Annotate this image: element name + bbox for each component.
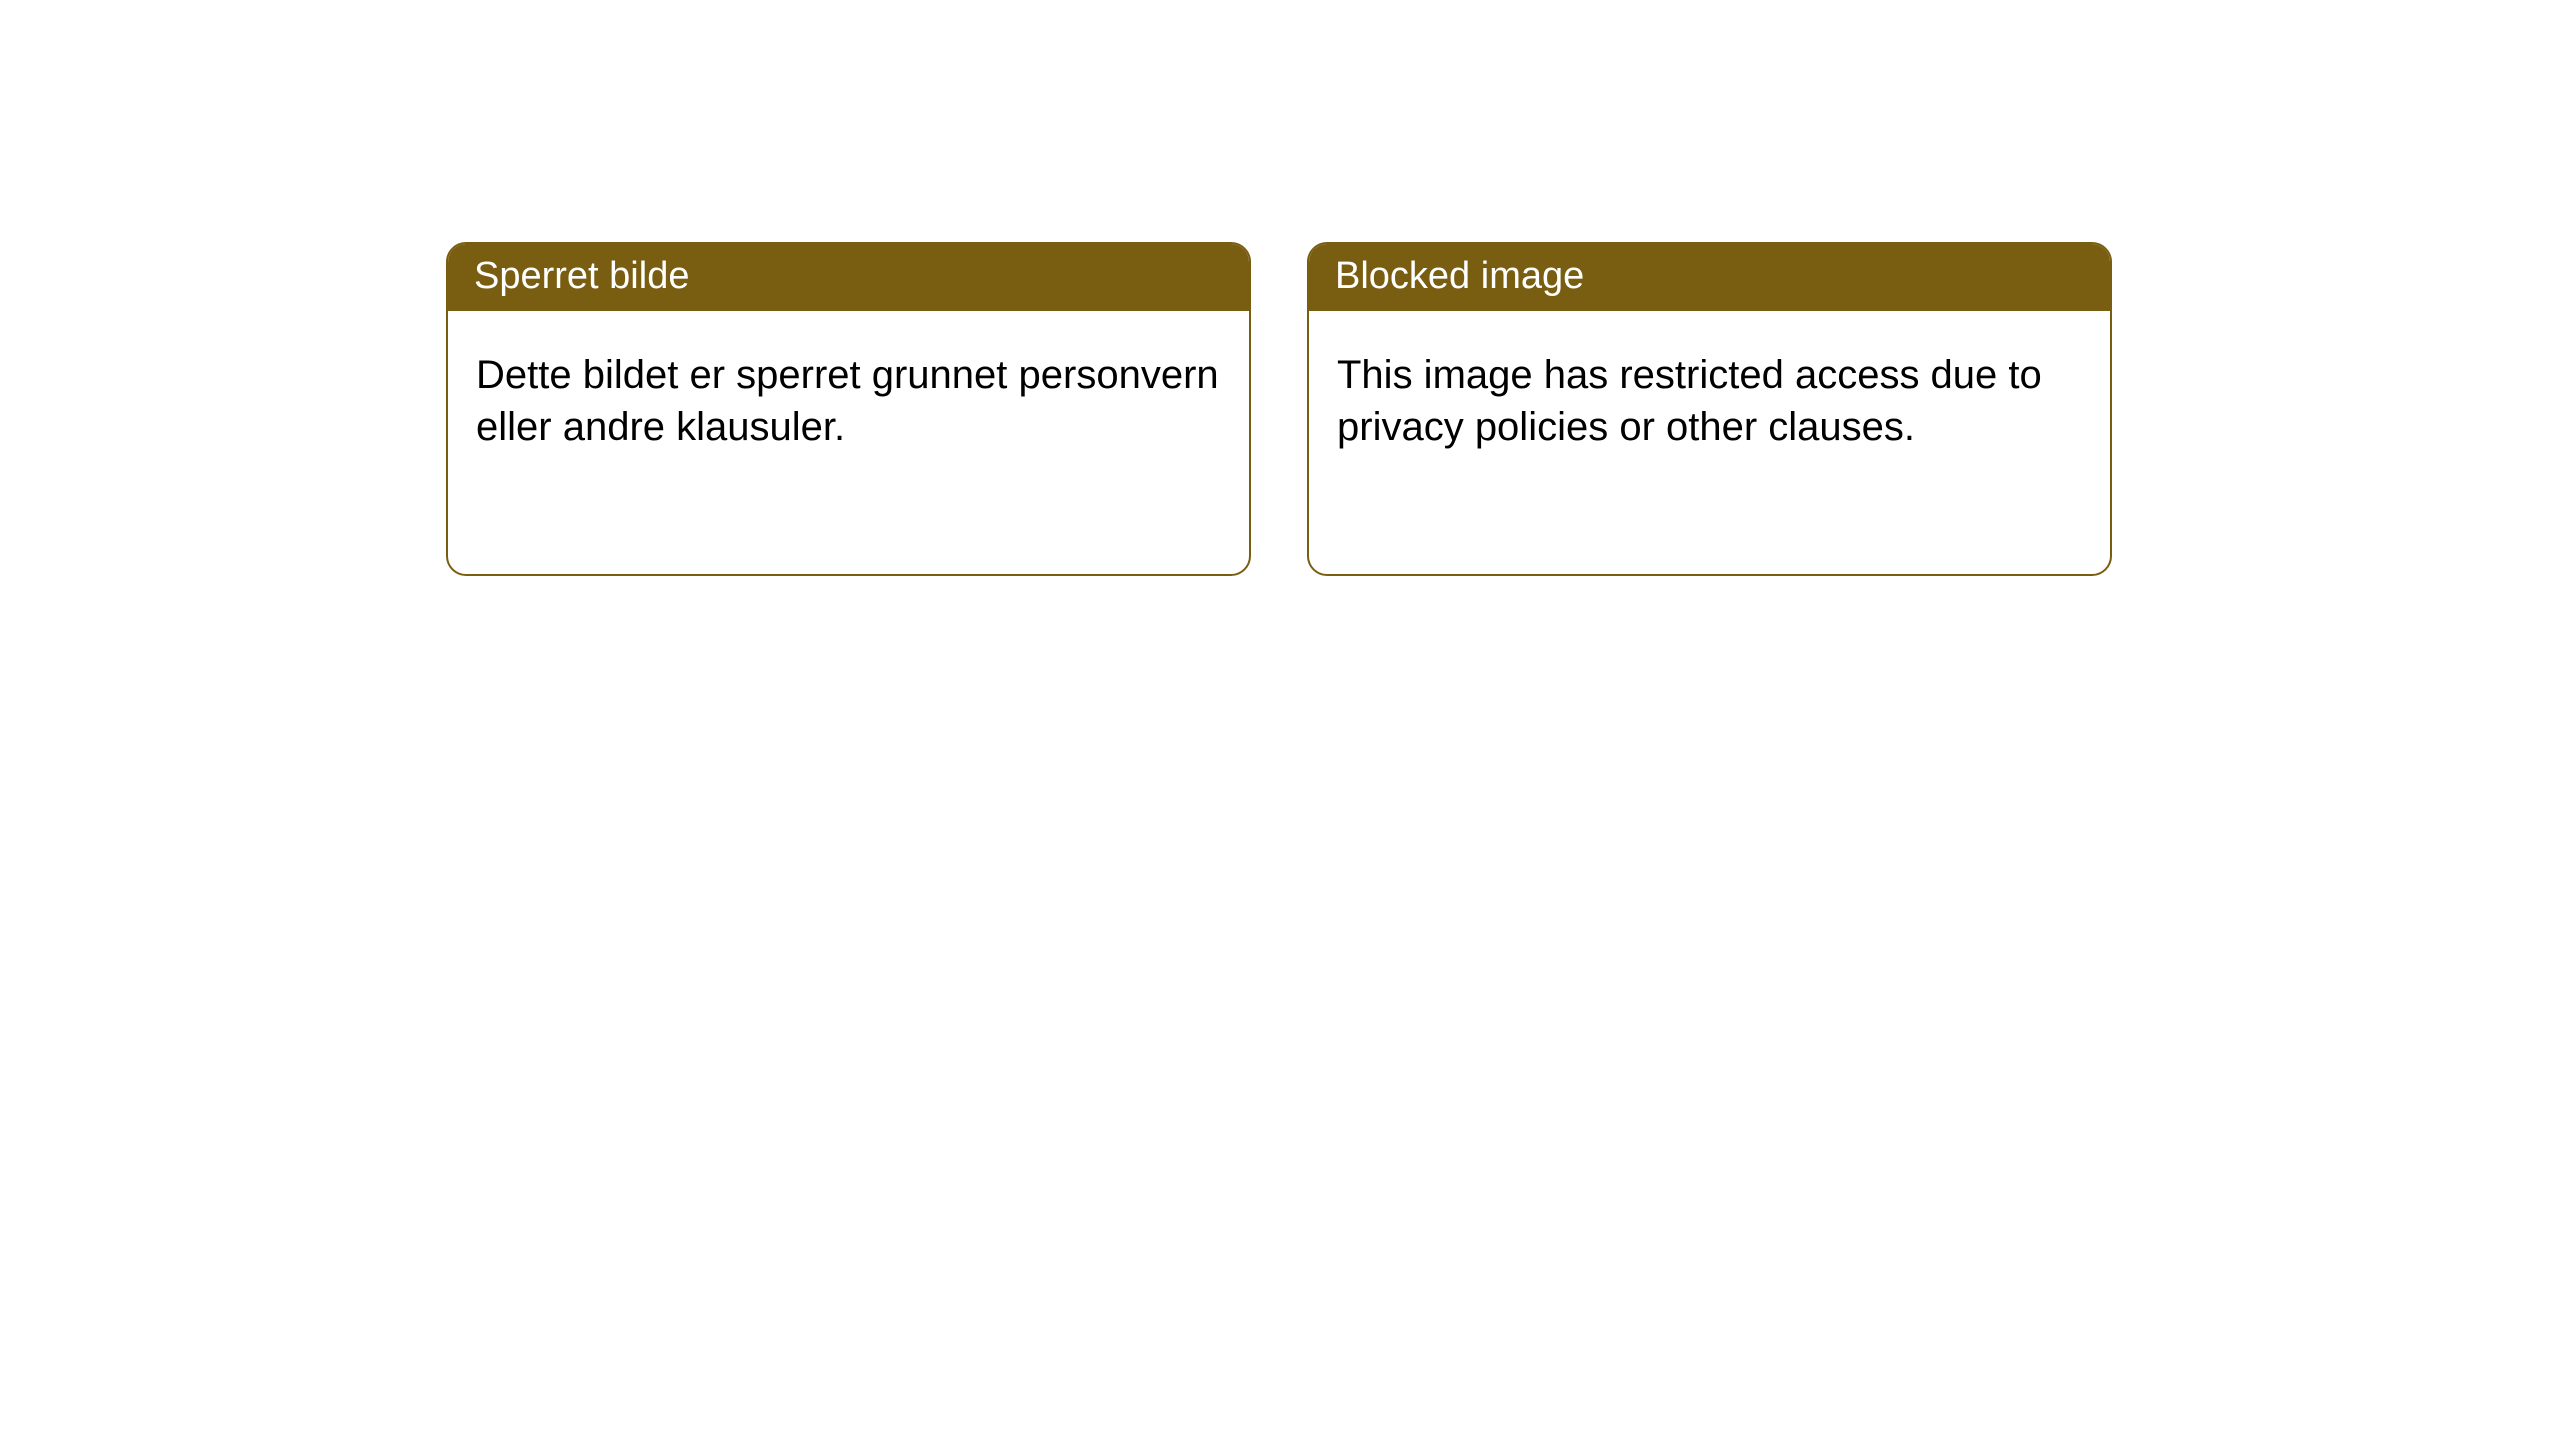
notice-container: Sperret bilde Dette bildet er sperret gr… xyxy=(0,0,2560,576)
notice-card-norwegian: Sperret bilde Dette bildet er sperret gr… xyxy=(446,242,1251,576)
notice-body-norwegian: Dette bildet er sperret grunnet personve… xyxy=(448,311,1249,491)
notice-title-english: Blocked image xyxy=(1309,244,2110,311)
notice-title-norwegian: Sperret bilde xyxy=(448,244,1249,311)
notice-body-english: This image has restricted access due to … xyxy=(1309,311,2110,491)
notice-card-english: Blocked image This image has restricted … xyxy=(1307,242,2112,576)
